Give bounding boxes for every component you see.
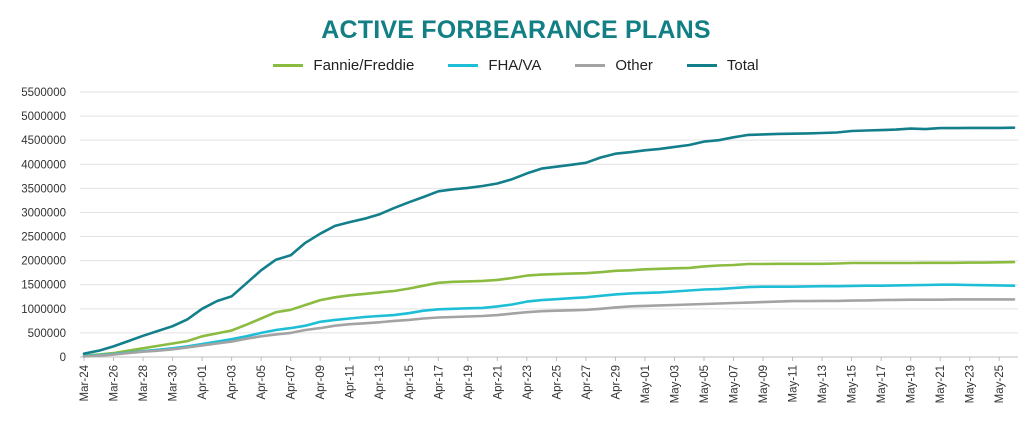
x-tick-label: May-09 bbox=[758, 365, 770, 403]
y-tick-label: 2500000 bbox=[21, 232, 66, 244]
x-tick-label: May-15 bbox=[847, 365, 859, 403]
x-tick-label: May-25 bbox=[994, 365, 1006, 403]
y-tick-label: 3500000 bbox=[21, 183, 66, 195]
x-tick-label: May-01 bbox=[640, 365, 652, 403]
chart-title: ACTIVE FORBEARANCE PLANS bbox=[321, 16, 711, 44]
legend-label-fannie-freddie: Fannie/Freddie bbox=[313, 57, 415, 74]
x-tick-label: Apr-27 bbox=[581, 365, 593, 400]
x-tick-label: May-17 bbox=[876, 365, 888, 403]
y-tick-label: 1500000 bbox=[21, 280, 66, 292]
x-tick-label: Apr-19 bbox=[463, 365, 475, 400]
x-tick-label: May-13 bbox=[817, 365, 829, 403]
legend-label-other: Other bbox=[615, 57, 653, 74]
y-tick-label: 500000 bbox=[28, 328, 66, 340]
legend-item-fannie-freddie[interactable]: Fannie/Freddie bbox=[273, 57, 414, 74]
x-tick-label: Apr-15 bbox=[404, 365, 416, 400]
series-line-total[interactable] bbox=[82, 126, 1016, 355]
x-tick-label: Apr-11 bbox=[345, 365, 357, 399]
x-tick-label: Apr-03 bbox=[227, 365, 239, 400]
gridlines bbox=[80, 91, 1018, 358]
legend: Fannie/Freddie FHA/VA Other Total bbox=[0, 57, 1032, 74]
y-tick-label: 4000000 bbox=[21, 159, 66, 171]
x-tick-label: May-19 bbox=[906, 365, 918, 403]
y-tick-label: 2000000 bbox=[21, 256, 66, 268]
series-line-fannie-freddie[interactable] bbox=[82, 260, 1016, 357]
x-tick-label: Apr-07 bbox=[286, 365, 298, 400]
legend-swatch-fannie-freddie bbox=[273, 64, 304, 67]
x-tick-label: Apr-25 bbox=[551, 365, 563, 400]
legend-label-fha-va: FHA/VA bbox=[488, 57, 542, 74]
series-lines bbox=[82, 126, 1016, 358]
x-tick-label: May-11 bbox=[788, 365, 800, 403]
x-axis: Mar-24 Mar-26 Mar-28 Mar-30 Apr-01 Apr-03 Apr-… bbox=[79, 357, 1006, 403]
legend-swatch-fha-va bbox=[448, 64, 479, 67]
y-tick-label: 5000000 bbox=[21, 111, 66, 123]
x-tick-label: Apr-29 bbox=[610, 365, 622, 400]
x-tick-label: Apr-09 bbox=[315, 365, 327, 400]
x-tick-label: Apr-17 bbox=[433, 365, 445, 400]
x-tick-label: Apr-23 bbox=[522, 365, 534, 400]
series-line-other[interactable] bbox=[82, 298, 1016, 358]
x-tick-label: Mar-28 bbox=[138, 365, 150, 401]
legend-swatch-total bbox=[686, 64, 717, 67]
x-tick-label: May-07 bbox=[729, 365, 741, 403]
x-tick-label: Mar-30 bbox=[168, 365, 180, 401]
series-line-fha-va[interactable] bbox=[82, 283, 1016, 358]
legend-label-total: Total bbox=[726, 57, 759, 74]
y-tick-label: 4500000 bbox=[21, 135, 66, 147]
x-tick-label: Apr-21 bbox=[492, 365, 504, 400]
legend-swatch-other bbox=[575, 64, 606, 67]
x-tick-label: May-05 bbox=[699, 365, 711, 403]
x-tick-label: Mar-24 bbox=[79, 364, 91, 401]
x-tick-label: May-03 bbox=[669, 365, 681, 403]
x-tick-label: Apr-13 bbox=[374, 365, 386, 400]
y-tick-label: 0 bbox=[60, 352, 66, 364]
y-tick-label: 3000000 bbox=[21, 207, 66, 219]
y-axis: 0 500000 1000000 1500000 2000000 2500000 30000… bbox=[21, 87, 66, 364]
x-tick-label: Apr-01 bbox=[197, 365, 209, 400]
x-tick-label: Apr-05 bbox=[256, 365, 268, 400]
y-tick-label: 1000000 bbox=[21, 304, 66, 316]
legend-item-other[interactable]: Other bbox=[575, 57, 653, 74]
x-tick-label: May-23 bbox=[965, 365, 977, 403]
legend-item-total[interactable]: Total bbox=[686, 57, 759, 74]
x-tick-label: May-21 bbox=[935, 365, 947, 403]
y-tick-label: 5500000 bbox=[21, 87, 66, 99]
x-tick-label: Mar-26 bbox=[109, 365, 121, 401]
legend-item-fha-va[interactable]: FHA/VA bbox=[448, 57, 541, 74]
